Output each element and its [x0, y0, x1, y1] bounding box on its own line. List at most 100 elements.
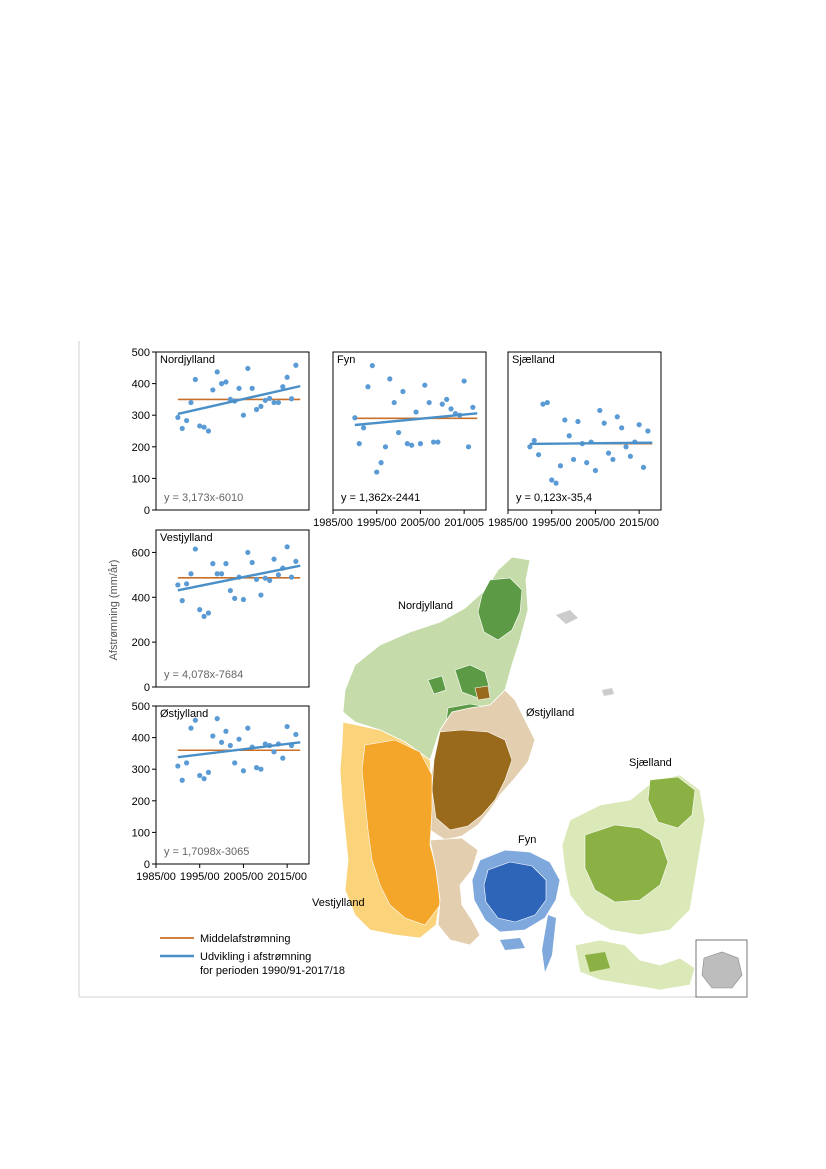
y-tick-label: 400 — [132, 379, 150, 391]
x-tick-label: 1985/00 — [136, 871, 176, 883]
data-point — [536, 452, 542, 458]
data-point — [280, 755, 286, 761]
data-point — [227, 742, 233, 749]
map-island-fyn-south — [500, 938, 525, 950]
map-island-bornholm — [701, 951, 743, 989]
y-tick-label: 400 — [132, 733, 150, 745]
data-point — [214, 369, 220, 375]
data-point — [584, 460, 590, 466]
data-point — [188, 399, 194, 406]
data-point — [413, 409, 419, 415]
data-point — [395, 429, 402, 436]
data-point — [597, 407, 603, 414]
data-point — [197, 772, 203, 779]
data-point — [527, 444, 533, 450]
y-axis-label: Afstrømning (mm/år) — [108, 560, 120, 661]
data-point — [184, 760, 190, 766]
data-point — [627, 453, 634, 459]
data-point — [284, 723, 290, 730]
data-point — [232, 595, 238, 602]
data-point — [409, 442, 415, 448]
panel-fyn: 1985/00 1995/00 2005/00 201/005 Fyn y = 1,362… — [313, 351, 487, 529]
panel-title: Vestjylland — [160, 532, 213, 544]
panel-sjaelland: 1985/00 1995/00 2005/00 2015/00 Sjælland y = … — [488, 351, 662, 529]
data-point — [404, 441, 410, 447]
plot-area — [507, 351, 662, 511]
data-point — [531, 437, 537, 444]
map-label-fyn: Fyn — [518, 834, 536, 846]
y-tick-label: 500 — [132, 701, 150, 713]
map-catchment-sjaelland-2 — [647, 776, 696, 829]
plot-area — [332, 351, 487, 511]
data-point — [214, 716, 220, 722]
trend-line — [177, 384, 301, 416]
trend-equation: y = 0,123x-35,4 — [516, 492, 592, 504]
y-tick-label: 200 — [132, 796, 150, 808]
y-tick-label: 600 — [132, 547, 150, 559]
y-tick-label: 100 — [132, 473, 150, 485]
map-catchment-ostjylland — [431, 729, 513, 831]
data-point — [417, 441, 424, 447]
y-tick-label: 300 — [132, 764, 150, 776]
data-point — [391, 399, 397, 406]
data-point — [240, 768, 247, 774]
data-point — [422, 382, 428, 388]
data-point — [258, 592, 264, 598]
data-point — [184, 417, 190, 424]
data-point — [232, 760, 238, 766]
data-point — [610, 456, 616, 463]
map-label-ostjylland: Østjylland — [526, 707, 574, 719]
data-point — [645, 428, 651, 434]
x-tick-label: 1985/00 — [488, 517, 528, 529]
legend: Middelafstrømning Udvikling i afstrømnin… — [160, 933, 345, 977]
x-tick-label: 2015/00 — [619, 517, 659, 529]
data-point — [275, 572, 281, 578]
data-point — [223, 379, 229, 385]
data-point — [400, 388, 406, 395]
trend-equation: y = 4,078x-7684 — [164, 669, 243, 681]
data-point — [352, 415, 358, 421]
panel-nordjylland: 500 400 300 200 100 0 Nordjylland y = 3,173x-60… — [132, 347, 310, 517]
data-point — [205, 769, 212, 775]
y-tick-label: 0 — [144, 682, 150, 694]
map-island-anholt — [602, 688, 614, 696]
data-point — [623, 444, 629, 450]
data-point — [430, 439, 437, 445]
map-catchment-nordjylland-1 — [477, 577, 523, 641]
data-point — [210, 561, 216, 567]
data-point — [284, 544, 290, 550]
data-point — [253, 765, 260, 771]
map-catchment-fyn — [483, 861, 547, 923]
data-point — [426, 399, 432, 406]
data-point — [227, 587, 233, 594]
data-point — [253, 406, 260, 413]
map-catchment-sjaelland — [584, 824, 669, 903]
data-point — [245, 725, 251, 731]
data-point — [236, 736, 242, 742]
data-point — [544, 399, 550, 406]
panel-title: Sjælland — [512, 354, 555, 366]
trend-equation: y = 1,7098x-3065 — [164, 846, 249, 858]
data-point — [378, 460, 384, 466]
data-point — [275, 399, 281, 406]
y-tick-label: 300 — [132, 410, 150, 422]
data-point — [218, 739, 225, 745]
data-point — [288, 396, 295, 402]
data-point — [601, 420, 607, 426]
data-point — [566, 433, 572, 439]
data-point — [614, 414, 620, 420]
data-point — [284, 374, 290, 380]
data-point — [253, 576, 260, 582]
data-point — [461, 378, 467, 384]
data-point — [236, 385, 242, 391]
trend-line — [177, 741, 301, 759]
data-point — [175, 582, 181, 588]
data-point — [192, 376, 198, 383]
data-point — [435, 439, 441, 445]
y-tick-label: 500 — [132, 347, 150, 359]
data-point — [540, 401, 546, 407]
data-point — [293, 731, 299, 738]
x-tick-label: 1995/00 — [532, 517, 572, 529]
